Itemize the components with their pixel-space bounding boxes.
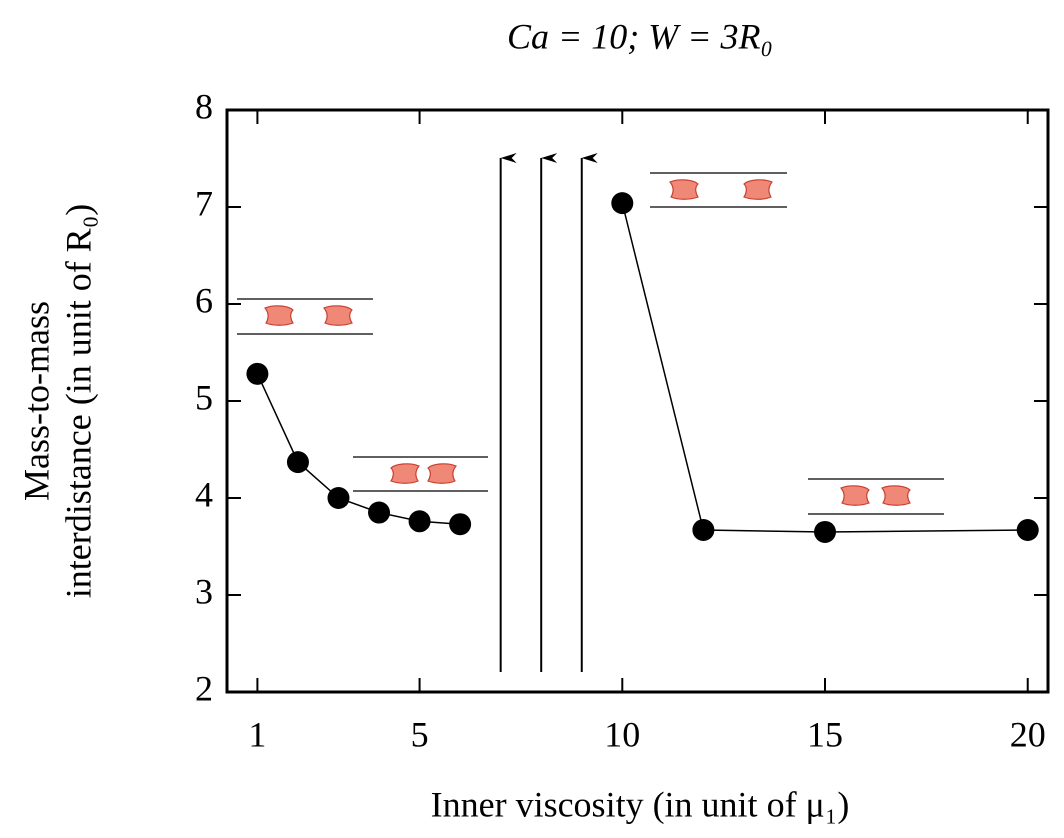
x-tick-label: 5 bbox=[411, 714, 429, 754]
y-tick-label: 6 bbox=[195, 280, 213, 320]
x-tick-label: 1 bbox=[248, 714, 266, 754]
point bbox=[692, 519, 715, 542]
y-axis-label: interdistance (in unit of R₀) bbox=[58, 204, 98, 598]
y-tick-label: 3 bbox=[195, 571, 213, 611]
point bbox=[368, 501, 391, 524]
y-axis-label: Mass-to-mass bbox=[16, 301, 56, 501]
y-tick-label: 7 bbox=[195, 183, 213, 223]
inset bbox=[237, 172, 944, 515]
x-tick-label: 20 bbox=[1010, 714, 1046, 754]
point bbox=[1016, 519, 1039, 542]
plot-frame bbox=[225, 108, 1050, 694]
x-axis-label: Inner viscosity (in unit of μ₁) bbox=[431, 784, 850, 824]
chart-title: Ca = 10; W = 3R₀ bbox=[507, 16, 773, 56]
point bbox=[246, 362, 269, 385]
x-tick-label: 10 bbox=[604, 714, 640, 754]
y-tick-label: 4 bbox=[195, 474, 213, 514]
x-tick-label: 15 bbox=[807, 714, 843, 754]
point bbox=[611, 192, 634, 215]
point bbox=[408, 510, 431, 533]
y-tick-label: 8 bbox=[195, 86, 213, 126]
point bbox=[814, 520, 837, 543]
line bbox=[256, 202, 1028, 533]
point bbox=[286, 451, 309, 474]
y-tick-label: 5 bbox=[195, 377, 213, 417]
point bbox=[327, 487, 350, 509]
y-tick-label: 2 bbox=[195, 668, 213, 708]
point bbox=[449, 513, 472, 536]
